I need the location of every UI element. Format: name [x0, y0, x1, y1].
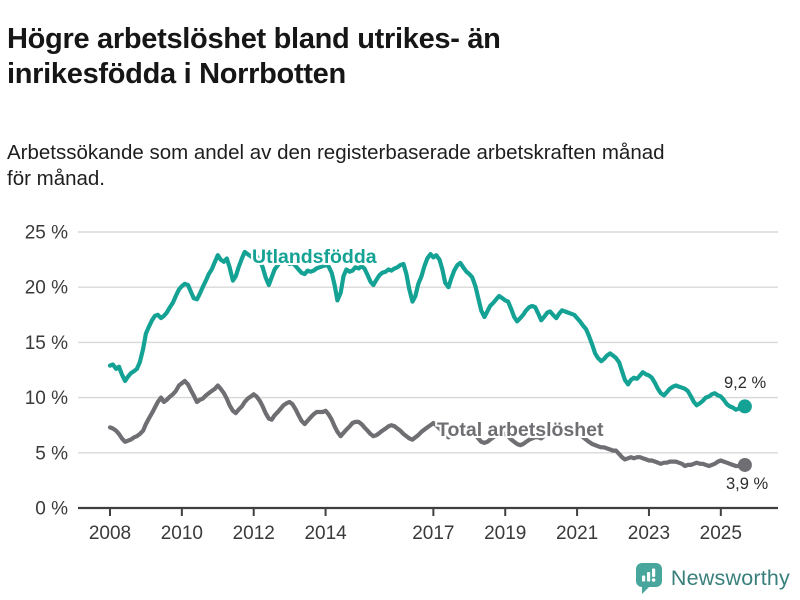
- brand-name: Newsworthy: [670, 566, 790, 590]
- x-tick-label-2010: 2010: [161, 523, 203, 544]
- x-tick-label-2021: 2021: [556, 523, 598, 544]
- page-title: Högre arbetslöshet bland utrikes- än inr…: [7, 22, 501, 92]
- end-value-total: 3,9 %: [726, 475, 769, 493]
- series-line-utlandsfodda: [107, 249, 747, 412]
- series-label-total-arbetsloshet: Total arbetslöshet: [437, 419, 604, 441]
- chart-subtitle: Arbetssökande som andel av den registerb…: [7, 140, 665, 193]
- y-tick-label-5: 5 %: [35, 443, 68, 464]
- x-tick-label-2023: 2023: [628, 523, 670, 544]
- series-line-total-arbetsloshet: [107, 378, 747, 469]
- subtitle-line-2: för månad.: [7, 167, 105, 190]
- bar-chart-speech-bubble-icon: [635, 563, 662, 594]
- y-tick-label-0: 0 %: [35, 499, 68, 520]
- x-tick-label-2014: 2014: [304, 523, 347, 544]
- y-tick-label-10: 10 %: [25, 388, 68, 409]
- x-tick-label-2017: 2017: [412, 523, 454, 544]
- series-label-utlandsfodda: Utlandsfödda: [252, 246, 377, 268]
- newsworthy-logo[interactable]: Newsworthy: [635, 563, 790, 594]
- title-line-2: inrikesfödda i Norrbotten: [7, 58, 346, 91]
- end-value-utlandsfodda: 9,2 %: [724, 374, 767, 392]
- y-tick-label-20: 20 %: [25, 278, 68, 299]
- title-line-1: Högre arbetslöshet bland utrikes- än: [7, 23, 501, 56]
- x-tick-label-2019: 2019: [484, 523, 526, 544]
- end-dot-total-arbetsloshet: [737, 457, 752, 472]
- x-tick-label-2008: 2008: [89, 523, 131, 544]
- subtitle-line-1: Arbetssökande som andel av den registerb…: [7, 140, 665, 164]
- y-tick-label-25: 25 %: [25, 223, 68, 244]
- end-dot-utlandsfodda: [737, 399, 752, 414]
- x-tick-label-2025: 2025: [700, 523, 742, 544]
- y-tick-label-15: 15 %: [25, 333, 68, 354]
- x-tick-label-2012: 2012: [233, 523, 275, 544]
